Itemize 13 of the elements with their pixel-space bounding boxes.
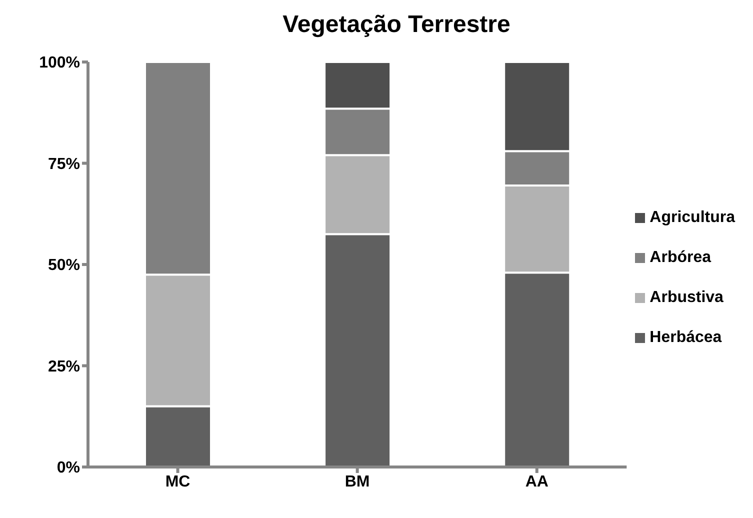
legend-label: Agricultura — [648, 209, 735, 227]
y-tick-label: 50% — [48, 257, 80, 274]
x-tick-label: AA — [525, 473, 549, 490]
legend-label: Herbácea — [648, 329, 723, 347]
x-tick-label: BM — [344, 473, 370, 490]
y-tick-label: 0% — [56, 460, 80, 477]
legend-label: Arbórea — [648, 249, 712, 267]
legend-label: Arbustiva — [648, 289, 724, 307]
x-tick-label: MC — [165, 473, 191, 490]
y-tick-label: 25% — [48, 358, 80, 376]
y-tick-label: 100% — [39, 54, 80, 72]
chart-title: Vegetação Terrestre — [282, 10, 512, 40]
y-tick-label: 75% — [48, 156, 80, 173]
